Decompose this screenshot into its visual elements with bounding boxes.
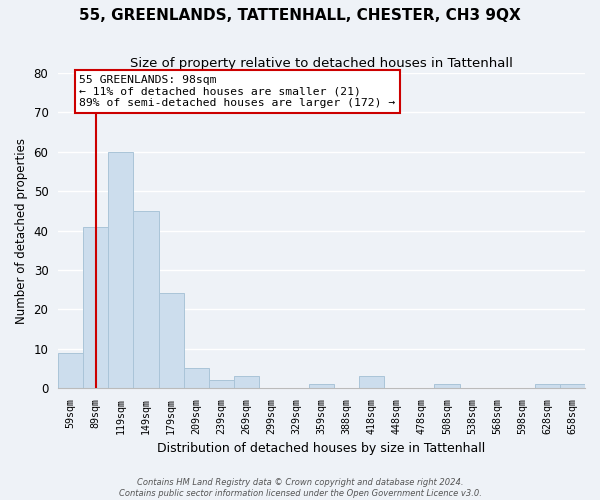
Bar — [434, 384, 460, 388]
Bar — [109, 152, 133, 388]
Bar — [184, 368, 209, 388]
Bar — [58, 352, 83, 388]
Bar — [309, 384, 334, 388]
Bar — [209, 380, 234, 388]
Bar — [560, 384, 585, 388]
Bar — [83, 226, 109, 388]
Bar — [535, 384, 560, 388]
Text: Contains HM Land Registry data © Crown copyright and database right 2024.
Contai: Contains HM Land Registry data © Crown c… — [119, 478, 481, 498]
Bar — [359, 376, 384, 388]
Text: 55 GREENLANDS: 98sqm
← 11% of detached houses are smaller (21)
89% of semi-detac: 55 GREENLANDS: 98sqm ← 11% of detached h… — [79, 75, 396, 108]
Title: Size of property relative to detached houses in Tattenhall: Size of property relative to detached ho… — [130, 58, 513, 70]
Bar — [158, 294, 184, 388]
Bar — [234, 376, 259, 388]
X-axis label: Distribution of detached houses by size in Tattenhall: Distribution of detached houses by size … — [157, 442, 486, 455]
Y-axis label: Number of detached properties: Number of detached properties — [15, 138, 28, 324]
Bar — [133, 211, 158, 388]
Text: 55, GREENLANDS, TATTENHALL, CHESTER, CH3 9QX: 55, GREENLANDS, TATTENHALL, CHESTER, CH3… — [79, 8, 521, 22]
